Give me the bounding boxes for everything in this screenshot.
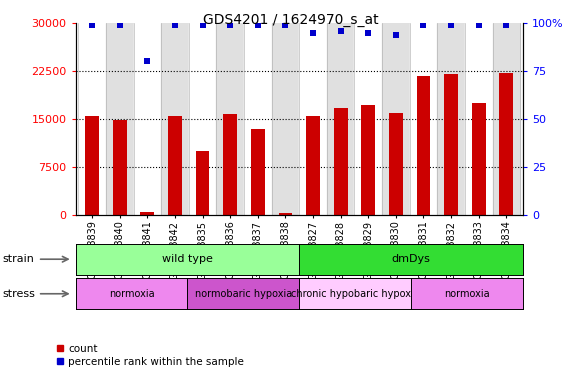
Bar	[216, 23, 244, 215]
Bar	[189, 23, 216, 215]
Text: normoxia: normoxia	[444, 289, 490, 299]
Bar	[244, 23, 271, 215]
Point	[253, 22, 263, 28]
Bar	[444, 74, 458, 215]
Text: chronic hypobaric hypoxia: chronic hypobaric hypoxia	[290, 289, 419, 299]
Bar	[271, 23, 299, 215]
Bar	[168, 116, 182, 215]
Point	[391, 31, 400, 38]
Text: stress: stress	[3, 289, 36, 299]
Point	[170, 22, 180, 28]
Bar	[299, 23, 327, 215]
Bar	[437, 23, 465, 215]
Bar	[410, 23, 437, 215]
Point	[143, 58, 152, 65]
Point	[474, 22, 483, 28]
Bar	[382, 23, 410, 215]
Bar	[196, 151, 210, 215]
Point	[501, 22, 511, 28]
Bar	[78, 23, 106, 215]
Bar	[493, 23, 520, 215]
Bar	[306, 116, 320, 215]
Bar	[113, 120, 127, 215]
Bar	[389, 113, 403, 215]
Legend: count, percentile rank within the sample: count, percentile rank within the sample	[52, 340, 249, 371]
Bar	[85, 116, 99, 215]
Point	[419, 22, 428, 28]
Point	[336, 28, 345, 34]
Bar	[141, 212, 154, 215]
Bar	[106, 23, 134, 215]
Bar	[278, 213, 292, 215]
Point	[364, 30, 373, 36]
Bar	[161, 23, 189, 215]
Text: normobaric hypoxia: normobaric hypoxia	[195, 289, 292, 299]
Point	[281, 22, 290, 28]
Bar	[251, 129, 265, 215]
Bar	[333, 108, 347, 215]
Text: dmDys: dmDys	[392, 254, 431, 264]
Text: GDS4201 / 1624970_s_at: GDS4201 / 1624970_s_at	[203, 13, 378, 27]
Point	[88, 22, 97, 28]
Text: strain: strain	[3, 254, 35, 264]
Bar	[327, 23, 354, 215]
Point	[446, 22, 456, 28]
Bar	[354, 23, 382, 215]
Bar	[500, 73, 513, 215]
Text: normoxia: normoxia	[109, 289, 155, 299]
Point	[225, 22, 235, 28]
Point	[198, 22, 207, 28]
Bar	[417, 76, 431, 215]
Bar	[465, 23, 493, 215]
Point	[115, 22, 124, 28]
Text: wild type: wild type	[162, 254, 213, 264]
Bar	[223, 114, 237, 215]
Point	[309, 30, 318, 36]
Bar	[361, 105, 375, 215]
Bar	[134, 23, 161, 215]
Bar	[472, 103, 486, 215]
